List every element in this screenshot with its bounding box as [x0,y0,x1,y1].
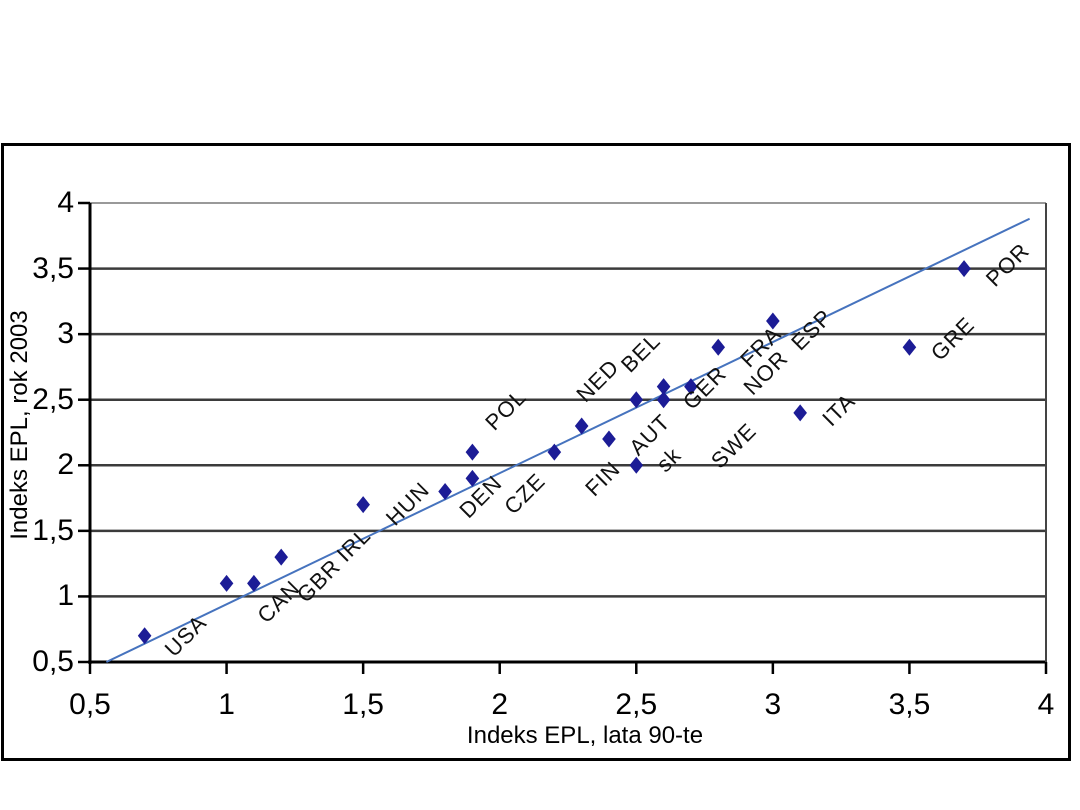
chart-outer-border [1,143,1071,761]
data-point-marker [629,391,644,409]
y-tick-label: 1 [57,579,74,613]
data-point-marker [547,443,562,461]
y-tick-label: 0,5 [32,645,74,678]
data-point-marker [902,338,917,356]
y-tick-label: 3 [57,317,74,351]
y-tick-label: 1,5 [32,513,74,547]
identity-reference-line [105,217,1031,663]
x-axis-title: Indeks EPL, lata 90-te [466,722,704,749]
y-tick-label: 2,5 [32,382,74,416]
data-point-marker [602,430,616,448]
y-tick-label: 2 [57,448,74,482]
x-tick-label: 1,5 [342,688,384,721]
data-point-marker [711,338,726,356]
x-tick-label: 4 [1037,688,1055,721]
data-point-marker [274,548,288,566]
x-tick-label: 3 [764,688,782,721]
data-point-marker [465,469,480,487]
data-point-marker [766,312,780,330]
data-point-marker [656,391,671,409]
data-point-marker [957,260,971,278]
y-tick-label: 4 [57,186,74,219]
data-point-marker [656,378,671,396]
data-point-marker [465,443,480,461]
x-tick-label: 2 [491,688,509,721]
x-tick-label: 0,5 [69,688,111,721]
y-tick-label: 3,5 [32,251,74,285]
data-point-marker [137,627,152,645]
x-tick-label: 3,5 [888,688,931,721]
data-point-marker [793,404,807,422]
x-tick-label: 1 [218,688,235,721]
x-tick-label: 2,5 [615,688,658,721]
data-point-marker [438,483,452,501]
data-point-marker [247,574,261,592]
data-point-marker [684,378,698,396]
data-point-marker [356,496,370,514]
data-point-marker [574,417,589,435]
data-point-marker [629,456,644,474]
data-point-marker [219,574,234,592]
